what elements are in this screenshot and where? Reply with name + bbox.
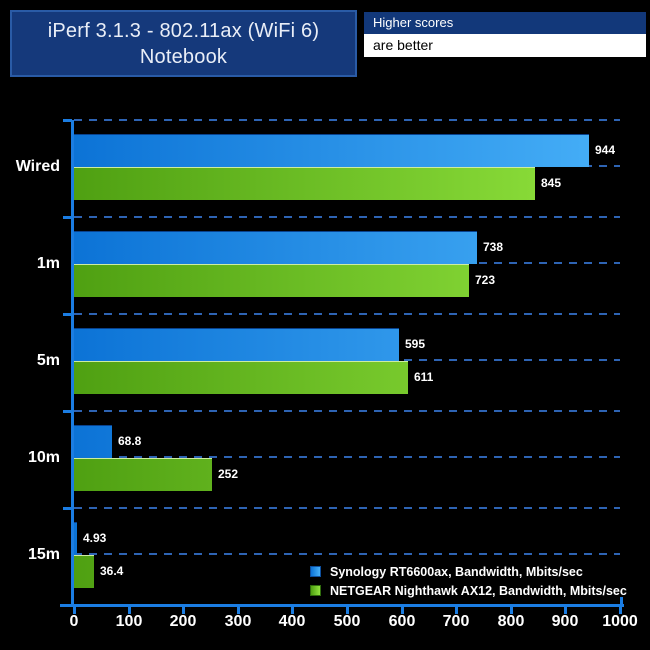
gridline-mid-10m: [74, 456, 620, 458]
x-axis-tick-label-900: 900: [551, 613, 579, 630]
y-axis-tick-1m: [63, 216, 72, 219]
x-axis-tick-900: [564, 607, 567, 614]
gridline-boundary-1m: [74, 216, 620, 218]
value-label-series1-5m: 595: [405, 337, 426, 351]
x-axis-tick-400: [291, 607, 294, 614]
x-axis-right-end-tick: [620, 597, 623, 605]
gridline-boundary-15m: [74, 507, 620, 509]
chart-title-line1: iPerf 3.1.3 - 802.11ax (WiFi 6): [47, 19, 320, 42]
value-label-series1-15m: 4.93: [83, 531, 107, 545]
chart-title-line2: Notebook: [139, 45, 228, 68]
x-axis-tick-label-700: 700: [442, 613, 470, 630]
legend-item-series1: Synology RT6600ax, Bandwidth, Mbits/sec: [310, 563, 583, 580]
value-label-series1-wired: 944: [595, 143, 616, 157]
x-axis-tick-700: [455, 607, 458, 614]
x-axis-tick-100: [128, 607, 131, 614]
chart-title-box: iPerf 3.1.3 - 802.11ax (WiFi 6) Notebook: [10, 10, 357, 77]
x-axis-tick-label-800: 800: [497, 613, 525, 630]
note-header: Higher scores: [364, 12, 646, 34]
x-axis-tick-label-100: 100: [115, 613, 143, 630]
bar-series1-10m: [74, 425, 112, 458]
category-label-10m: 10m: [27, 449, 60, 466]
bar-series2-wired: [74, 167, 535, 200]
gridline-boundary-5m: [74, 313, 620, 315]
y-axis-tick-5m: [63, 313, 72, 316]
legend-label-series2: NETGEAR Nighthawk AX12, Bandwidth, Mbits…: [330, 583, 627, 598]
bar-series2-1m: [74, 264, 469, 297]
x-axis-tick-label-300: 300: [224, 613, 252, 630]
bar-series1-wired: [74, 134, 589, 167]
legend-swatch-series2: [310, 585, 321, 596]
category-label-1m: 1m: [36, 255, 60, 272]
bar-series2-10m: [74, 458, 212, 491]
value-label-series2-5m: 611: [414, 370, 434, 384]
x-axis-tick-label-1000: 1000: [602, 613, 638, 630]
x-axis-tick-1000: [619, 607, 622, 614]
x-axis-tick-label-600: 600: [388, 613, 416, 630]
gridline-mid-15m: [74, 553, 620, 555]
x-axis-tick-300: [237, 607, 240, 614]
y-axis-tick-10m: [63, 410, 72, 413]
y-axis-tick-wired: [63, 119, 72, 122]
y-axis-tick-15m: [63, 507, 72, 510]
value-label-series2-1m: 723: [475, 273, 496, 287]
category-label-15m: 15m: [27, 546, 60, 563]
x-axis-tick-200: [182, 607, 185, 614]
gridline-boundary-wired: [74, 119, 620, 121]
bar-series2-5m: [74, 361, 408, 394]
legend-swatch-series1: [310, 566, 321, 577]
x-axis-tick-0: [73, 607, 76, 614]
legend-item-series2: NETGEAR Nighthawk AX12, Bandwidth, Mbits…: [310, 582, 627, 599]
gridline-boundary-10m: [74, 410, 620, 412]
bar-series2-15m: [74, 555, 94, 588]
value-label-series2-wired: 845: [541, 176, 562, 190]
x-axis-tick-label-200: 200: [169, 613, 197, 630]
x-axis-tick-800: [510, 607, 513, 614]
x-axis-tick-label-0: 0: [69, 613, 79, 630]
x-axis-tick-label-400: 400: [278, 613, 306, 630]
note-body: are better: [364, 34, 646, 57]
value-label-series2-15m: 36.4: [100, 564, 124, 578]
bar-series1-5m: [74, 328, 399, 361]
category-label-5m: 5m: [36, 352, 60, 369]
bar-series1-15m: [74, 522, 77, 555]
x-axis-tick-600: [401, 607, 404, 614]
value-label-series1-1m: 738: [483, 240, 504, 254]
note-box: Higher scores are better: [364, 12, 646, 57]
legend-label-series1: Synology RT6600ax, Bandwidth, Mbits/sec: [330, 564, 583, 579]
bar-series1-1m: [74, 231, 477, 264]
y-axis-line: [71, 120, 74, 607]
x-axis-tick-500: [346, 607, 349, 614]
x-axis-line: [60, 604, 624, 607]
value-label-series2-10m: 252: [218, 467, 239, 481]
category-label-wired: Wired: [15, 158, 60, 175]
value-label-series1-10m: 68.8: [118, 434, 142, 448]
x-axis-tick-label-500: 500: [333, 613, 361, 630]
